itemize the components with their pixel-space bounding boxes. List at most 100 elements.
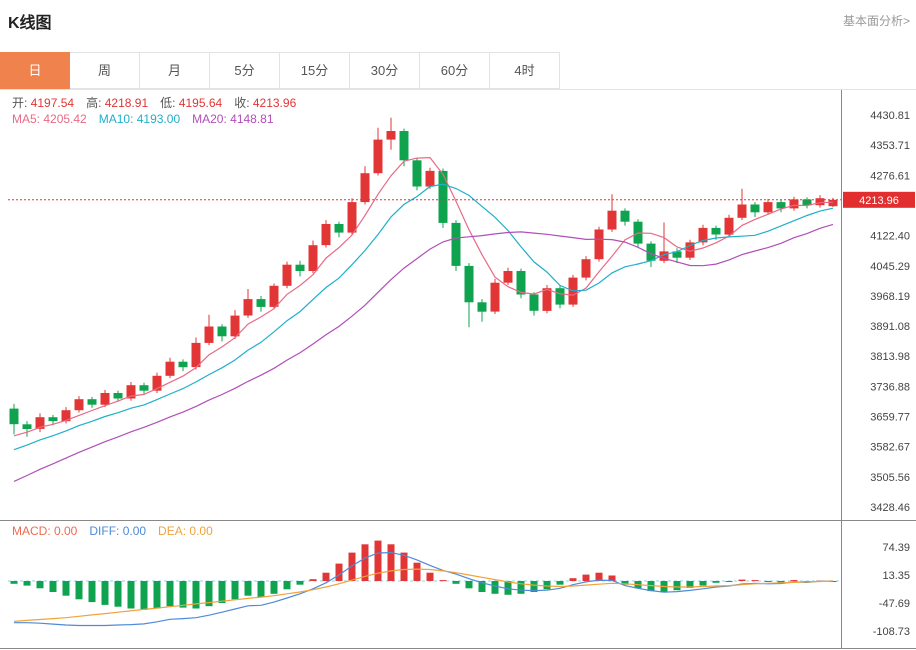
dif-line [14, 551, 834, 627]
macd-bar [62, 581, 70, 596]
candle-body [477, 302, 487, 312]
macd-tick-label: 13.35 [882, 570, 910, 582]
macd-bar [283, 581, 291, 590]
macd-bar [712, 581, 720, 583]
macd-bar [725, 581, 733, 582]
candle-body [451, 222, 461, 266]
current-price-label: 4213.96 [859, 195, 899, 207]
candle-body [763, 202, 773, 213]
ohlc-low: 低: 4195.64 [160, 96, 223, 110]
candle-body [126, 385, 136, 399]
candle-body [646, 243, 656, 261]
candle-body [204, 326, 214, 343]
price-tick-label: 4276.61 [870, 170, 910, 182]
macd-bar [543, 581, 551, 590]
macd-bar [673, 581, 681, 591]
tab-4hour[interactable]: 4时 [490, 52, 560, 89]
tab-monthly[interactable]: 月 [140, 52, 210, 89]
macd-bar [205, 581, 213, 607]
tab-60min[interactable]: 60分 [420, 52, 490, 89]
macd-bar [75, 581, 83, 600]
macd-bar [465, 581, 473, 589]
candle-body [685, 242, 695, 258]
macd-bar [49, 581, 57, 592]
macd-bar [790, 580, 798, 582]
candle-body [815, 198, 825, 206]
price-tick-label: 3659.77 [870, 412, 910, 424]
candle-body [139, 385, 149, 391]
macd-bar [10, 581, 18, 584]
macd-bar [335, 563, 343, 581]
price-tick-label: 3505.56 [870, 472, 910, 484]
candle-body [74, 399, 84, 411]
dea-line [13, 568, 834, 622]
macd-bar [36, 581, 44, 589]
page-title: K线图 [8, 15, 52, 32]
candle-body [191, 342, 201, 368]
candle-body [529, 294, 539, 311]
price-tick-label: 3736.88 [870, 381, 910, 393]
macd-bar [608, 575, 616, 581]
macd-bar [556, 581, 564, 585]
ma20-line [13, 223, 834, 482]
candle-body [438, 170, 448, 223]
candle-body [386, 131, 396, 140]
macd-bar [257, 581, 265, 598]
candle-body [321, 224, 331, 246]
candle-body [516, 271, 526, 295]
macd-panel: 74.39 13.35 -47.69 -108.73 [8, 540, 910, 638]
macd-bar [569, 578, 577, 581]
macd-bar [348, 552, 356, 581]
macd-bar [426, 572, 434, 581]
macd-bar [777, 581, 785, 583]
candle-body [256, 299, 266, 307]
ohlc-open: 开: 4197.54 [12, 96, 75, 110]
macd-bar [504, 581, 512, 595]
ma10-value: MA10: 4193.00 [98, 112, 181, 126]
macd-bar [192, 581, 200, 609]
tab-daily[interactable]: 日 [0, 52, 70, 89]
macd-bar [244, 581, 252, 596]
tab-15min[interactable]: 15分 [280, 52, 350, 89]
macd-bar [231, 581, 239, 600]
candle-body [490, 282, 500, 312]
candle-body [178, 361, 188, 368]
macd-bar [387, 544, 395, 581]
macd-info: MACD: 0.00 DIFF: 0.00 DEA: 0.00 [12, 524, 225, 538]
ohlc-info: 开: 4197.54 高: 4218.91 低: 4195.64 收: 4213.96 [12, 94, 308, 111]
candle-body [360, 173, 370, 203]
candle-body [464, 265, 474, 303]
candle-body [152, 375, 162, 391]
price-tick-label: 3813.98 [870, 351, 910, 363]
candle-body [425, 170, 435, 187]
macd-bar [270, 581, 278, 594]
tab-30min[interactable]: 30分 [350, 52, 420, 89]
price-tick-label: 3428.46 [870, 502, 910, 514]
macd-bar [140, 581, 148, 610]
candle-body [282, 264, 292, 286]
price-tick-label: 4122.40 [870, 231, 910, 243]
candle-body [87, 399, 97, 405]
candle-body [295, 264, 305, 271]
candle-body [48, 417, 58, 422]
macd-bar [179, 581, 187, 608]
macd-bar [101, 581, 109, 605]
tab-5min[interactable]: 5分 [210, 52, 280, 89]
ma5-line [13, 156, 834, 437]
macd-bar [322, 572, 330, 581]
dea-value: DEA: 0.00 [158, 524, 213, 538]
macd-tick-label: 74.39 [882, 542, 910, 554]
candle-body [347, 202, 357, 233]
macd-bar [699, 581, 707, 586]
fundamental-analysis-link[interactable]: 基本面分析> [842, 14, 910, 28]
macd-bar [88, 581, 96, 603]
candle-body [659, 251, 669, 261]
candle-body [230, 315, 240, 337]
tab-weekly[interactable]: 周 [70, 52, 140, 89]
macd-bar [439, 580, 447, 582]
candle-body [412, 160, 422, 187]
candle-body [789, 199, 799, 209]
ma-info: MA5: 4205.42 MA10: 4193.00 MA20: 4148.81 [12, 112, 286, 126]
candle-body [607, 210, 617, 230]
